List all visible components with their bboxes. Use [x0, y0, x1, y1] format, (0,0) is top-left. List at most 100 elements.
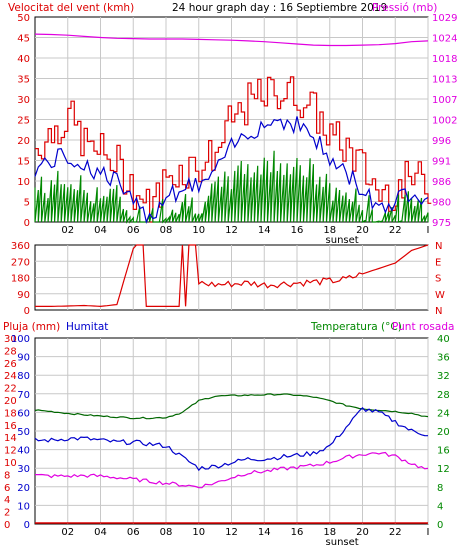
x-tick-label: 16 [291, 225, 304, 236]
pressure-axis-tick: 991 [432, 157, 451, 168]
x-tick-label: 06 [127, 225, 140, 236]
rain-axis-tick: 14 [4, 433, 17, 444]
temperature-axis-tick: 32 [437, 371, 450, 382]
pressure-axis-tick: 1007 [432, 95, 457, 106]
wind-pressure-panel: 0510152025303540455097598098699199610021… [17, 13, 457, 246]
x-tick-label: 02 [61, 225, 74, 236]
humidity-axis-tick: 90 [17, 353, 30, 364]
x-tick-label: 14 [258, 527, 271, 538]
humidity-axis-tick: 100 [11, 334, 30, 345]
pressure-axis-tick: 1013 [432, 75, 457, 86]
x-tick-label: 12 [225, 527, 238, 538]
temperature-axis-tick: 0 [437, 520, 443, 531]
x-tick-label: I [427, 225, 430, 236]
humidity-axis-tick: 80 [17, 371, 30, 382]
x-tick-label: 08 [160, 225, 173, 236]
temperature-axis-tick: 12 [437, 464, 450, 475]
rain-axis-tick: 30 [4, 334, 17, 345]
wind-axis-tick: 40 [17, 54, 30, 65]
humidity-axis-title: Humitat [66, 321, 108, 333]
compass-axis-tick: S [435, 274, 441, 285]
wind-axis-tick: 0 [24, 218, 30, 229]
rain-axis-tick: 20 [4, 396, 17, 407]
humidity-line [34, 406, 429, 472]
x-tick-label: 20 [356, 527, 369, 538]
x-tick-label: I [427, 527, 430, 538]
humidity-axis-tick: 20 [17, 483, 30, 494]
rain-axis-tick: 26 [4, 359, 17, 370]
x-tick-label: 22 [389, 225, 402, 236]
wind-speed-line [34, 116, 429, 225]
temperature-axis-tick: 40 [437, 334, 450, 345]
x-tick-label: 12 [225, 225, 238, 236]
rain-axis-tick: 22 [4, 384, 17, 395]
temperature-axis-tick: 20 [437, 427, 450, 438]
x-tick-label: 04 [94, 527, 107, 538]
temperature-axis-tick: 28 [437, 390, 450, 401]
x-tick-label: 08 [160, 527, 173, 538]
pressure-axis-tick: 1029 [432, 13, 457, 24]
pressure-axis-tick: 980 [432, 198, 451, 209]
compass-axis-tick: N [435, 306, 442, 317]
rain-axis-tick: 0 [4, 520, 10, 531]
wind-axis-tick: 45 [17, 34, 30, 45]
wind-direction-line [35, 244, 429, 308]
humidity-axis-tick: 0 [24, 520, 30, 531]
x-tick-label: 18 [323, 527, 336, 538]
rain-axis-tick: 6 [4, 483, 10, 494]
x-tick-label: 10 [192, 225, 205, 236]
humidity-axis-tick: 10 [17, 501, 30, 512]
compass-axis-tick: E [435, 257, 441, 268]
wind-axis-tick: 20 [17, 136, 30, 147]
pressure-axis-tick: 996 [432, 136, 451, 147]
x-tick-label: 06 [127, 527, 140, 538]
rain-axis-tick: 28 [4, 346, 17, 357]
wind-axis-tick: 25 [17, 116, 30, 127]
humidity-axis-tick: 30 [17, 464, 30, 475]
wind-axis-tick: 30 [17, 95, 30, 106]
rain-axis-tick: 2 [4, 508, 10, 519]
x-tick-label: 16 [291, 527, 304, 538]
x-tick-label: 22 [389, 527, 402, 538]
pressure-axis-tick: 1018 [432, 54, 457, 65]
wind-axis-tick: 5 [24, 198, 30, 209]
wind-axis-tick: 50 [17, 13, 30, 24]
wind-axis-tick: 10 [17, 177, 30, 188]
temperature-axis-tick: 16 [437, 446, 450, 457]
pressure-line [34, 33, 429, 47]
compass-axis-tick: N [435, 241, 442, 252]
rain-axis-tick: 16 [4, 421, 17, 432]
temperature-axis-tick: 8 [437, 483, 443, 494]
temperature-line [34, 393, 429, 420]
wind-axis-tick: 35 [17, 75, 30, 86]
pressure-axis-tick: 1002 [432, 116, 457, 127]
temperature-axis-tick: 24 [437, 408, 450, 419]
dewpoint-axis-title: Punt rosada [392, 321, 454, 333]
rain-axis-tick: 12 [4, 446, 17, 457]
direction-axis-tick: 360 [11, 241, 30, 252]
humidity-axis-tick: 50 [17, 427, 30, 438]
temperature-axis-tick: 36 [437, 353, 450, 364]
rain-axis-tick: 18 [4, 408, 17, 419]
direction-axis-tick: 180 [11, 274, 30, 285]
rain-axis-tick: 10 [4, 458, 17, 469]
x-tick-label: 14 [258, 225, 271, 236]
pressure-axis-title: Pressió (mb) [372, 2, 437, 14]
pressure-axis-tick: 975 [432, 218, 451, 229]
temperature-axis-title: Temperatura (°C) [310, 321, 402, 333]
direction-axis-tick: 90 [17, 290, 30, 301]
wind-average-bars [34, 150, 429, 224]
wind-gust-line [35, 76, 432, 223]
pressure-axis-tick: 1024 [432, 34, 457, 45]
x-tick-label: 18 [323, 225, 336, 236]
chart-title: 24 hour graph day : 16 Septiembre 2019 [172, 2, 387, 14]
x-tick-label: 20 [356, 225, 369, 236]
humidity-axis-tick: 70 [17, 390, 30, 401]
dewpoint-line [35, 451, 429, 489]
rain-humidity-temperature-panel: 0246810121416182022242628300102030405060… [4, 334, 450, 548]
rain-axis-title: Pluja (mm) [3, 321, 60, 333]
rain-axis-tick: 4 [4, 495, 10, 506]
wind-axis-tick: 15 [17, 157, 30, 168]
x-tick-label: 10 [192, 527, 205, 538]
